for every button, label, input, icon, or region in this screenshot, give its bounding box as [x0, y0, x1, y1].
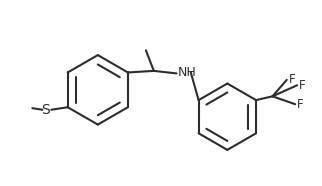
- Text: F: F: [297, 98, 304, 111]
- Text: S: S: [41, 103, 49, 117]
- Text: F: F: [299, 79, 306, 92]
- Text: NH: NH: [178, 66, 196, 79]
- Text: F: F: [289, 73, 295, 86]
